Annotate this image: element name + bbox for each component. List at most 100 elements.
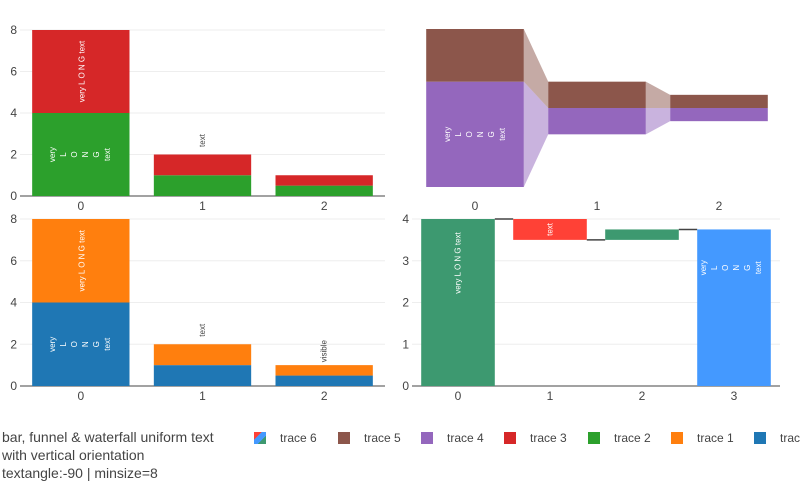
x-tick-label: 1 bbox=[547, 389, 554, 403]
legend-label: trac bbox=[780, 431, 800, 445]
bar-bl-data-label-line: text bbox=[103, 337, 112, 351]
y-tick-label: 3 bbox=[402, 254, 409, 268]
legend-label: trace 6 bbox=[280, 431, 317, 445]
legend-item[interactable]: trace 6 bbox=[254, 429, 317, 447]
waterfall-bar bbox=[421, 219, 495, 386]
legend-item[interactable]: trace 4 bbox=[421, 429, 484, 447]
x-tick-label: 2 bbox=[639, 389, 646, 403]
funnel-bar bbox=[670, 108, 768, 122]
y-tick-label: 8 bbox=[10, 23, 17, 37]
y-tick-label: 0 bbox=[402, 379, 409, 393]
y-tick-label: 2 bbox=[402, 296, 409, 310]
bar-tl-data-label-line: G bbox=[92, 151, 101, 157]
legend-swatch bbox=[421, 432, 433, 444]
bar-tl-bar bbox=[275, 185, 373, 196]
waterfall-data-label-line: N bbox=[732, 265, 741, 271]
title-line-3: textangle:-90 | minsize=8 bbox=[2, 465, 158, 481]
bar-tl-bar bbox=[32, 113, 130, 196]
x-tick-label: 1 bbox=[199, 199, 206, 213]
waterfall-data-label-line: G bbox=[743, 265, 752, 271]
x-tick-label: 3 bbox=[731, 389, 738, 403]
bar-bl-bar bbox=[153, 365, 252, 386]
legend-swatch bbox=[338, 432, 350, 444]
legend-swatch bbox=[588, 432, 600, 444]
funnel-bar bbox=[426, 29, 524, 82]
legend-swatch bbox=[504, 432, 516, 444]
bar-bl-data-label: visible bbox=[320, 339, 329, 362]
y-tick-label: 4 bbox=[10, 106, 17, 120]
funnel-connector bbox=[523, 81, 549, 187]
waterfall-data-label-line: text bbox=[754, 261, 763, 275]
y-tick-label: 4 bbox=[402, 212, 409, 226]
legend-item[interactable]: trac bbox=[754, 429, 800, 447]
bar-tl-bar bbox=[275, 175, 373, 186]
funnel-bar bbox=[548, 108, 646, 135]
y-tick-label: 0 bbox=[10, 379, 17, 393]
bar-bl-bar bbox=[32, 219, 130, 303]
y-tick-label: 2 bbox=[10, 337, 17, 351]
waterfall-data-label: text bbox=[546, 222, 555, 236]
funnel-connector bbox=[645, 108, 671, 135]
funnel-bar bbox=[426, 81, 524, 187]
x-tick-label: 0 bbox=[77, 199, 84, 213]
legend-label: trace 5 bbox=[364, 431, 401, 445]
bar-bl-bar bbox=[275, 375, 373, 386]
y-tick-label: 8 bbox=[10, 212, 17, 226]
legend-item[interactable]: trace 3 bbox=[504, 429, 567, 447]
bar-bl-bar bbox=[275, 365, 373, 376]
funnel-connector bbox=[523, 29, 549, 108]
bar-bl-data-label-line: O bbox=[70, 341, 79, 347]
bar-tl-data-label-line: text bbox=[103, 147, 112, 161]
bar-tl-data-label: very L O N G text bbox=[77, 40, 86, 102]
bar-tl-data-label-line: very bbox=[48, 147, 57, 162]
title-line-1: bar, funnel & waterfall uniform text bbox=[2, 429, 214, 445]
legend-item[interactable]: trace 1 bbox=[671, 429, 734, 447]
funnel-connector bbox=[645, 81, 671, 108]
funnel-data-label-line: text bbox=[498, 127, 507, 141]
legend-swatch bbox=[671, 432, 683, 444]
bar-tl-bar bbox=[153, 175, 252, 196]
x-tick-label: 2 bbox=[321, 199, 328, 213]
x-tick-label: 0 bbox=[472, 199, 479, 213]
bar-bl-bar bbox=[32, 302, 130, 386]
x-tick-label: 1 bbox=[594, 199, 601, 213]
y-tick-label: 6 bbox=[10, 254, 17, 268]
x-tick-label: 0 bbox=[455, 389, 462, 403]
waterfall-data-label: very L O N G text bbox=[454, 231, 463, 293]
funnel-data-label-line: very bbox=[443, 127, 452, 142]
bar-bl-bar bbox=[153, 344, 252, 366]
waterfall-data-label-line: O bbox=[721, 265, 730, 271]
legend-swatch bbox=[254, 432, 266, 444]
funnel-bar bbox=[548, 81, 646, 108]
title-line-2: with vertical orientation bbox=[2, 447, 145, 463]
bar-bl-data-label-line: L bbox=[59, 341, 68, 346]
funnel-data-label-line: O bbox=[465, 131, 474, 137]
legend-item[interactable]: trace 5 bbox=[338, 429, 401, 447]
bar-tl-bar bbox=[153, 154, 252, 176]
waterfall-bar bbox=[697, 229, 771, 386]
legend-item[interactable]: trace 2 bbox=[588, 429, 651, 447]
x-tick-label: 2 bbox=[321, 389, 328, 403]
funnel-data-label-line: N bbox=[476, 131, 485, 137]
bar-tl-data-label-line: O bbox=[70, 151, 79, 157]
legend-label: trace 4 bbox=[447, 431, 484, 445]
waterfall-bar bbox=[605, 229, 679, 240]
waterfall-bar bbox=[513, 219, 587, 240]
legend-swatch bbox=[754, 432, 766, 444]
y-tick-label: 0 bbox=[10, 189, 17, 203]
bar-bl-data-label-line: N bbox=[81, 341, 90, 347]
bar-bl-data-label-line: very bbox=[48, 337, 57, 352]
bar-tl-bar bbox=[32, 30, 130, 113]
x-tick-label: 2 bbox=[716, 199, 723, 213]
figure-title: bar, funnel & waterfall uniform text wit… bbox=[2, 428, 214, 482]
bar-bl-data-label: very L O N G text bbox=[77, 229, 86, 291]
legend-label: trace 1 bbox=[697, 431, 734, 445]
funnel-data-label-line: G bbox=[487, 131, 496, 137]
y-tick-label: 2 bbox=[10, 148, 17, 162]
legend-label: trace 2 bbox=[614, 431, 651, 445]
y-tick-label: 1 bbox=[402, 337, 409, 351]
funnel-data-label-line: L bbox=[454, 132, 463, 137]
bar-bl-data-label: text bbox=[198, 323, 207, 337]
y-tick-label: 6 bbox=[10, 65, 17, 79]
